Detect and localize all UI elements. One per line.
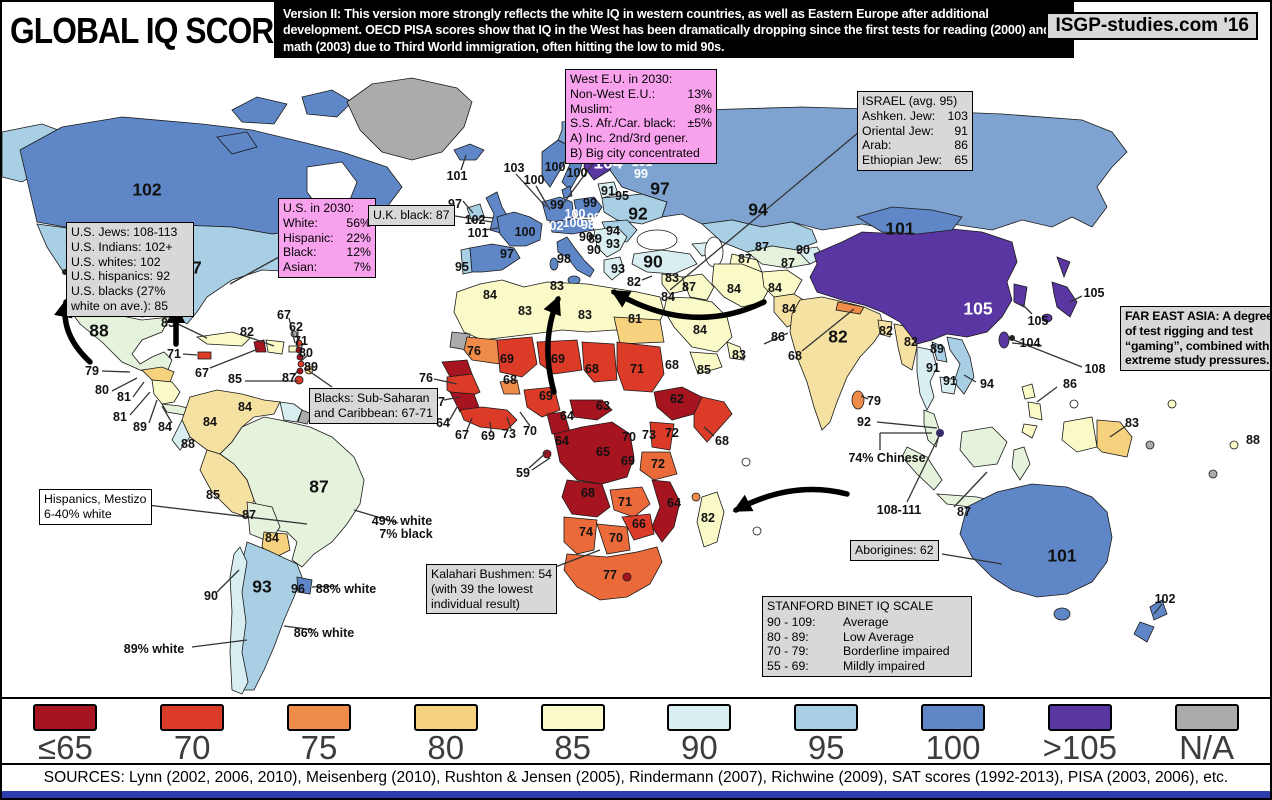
leader-lines-layer	[54, 131, 1163, 648]
region-drc	[553, 421, 635, 485]
legend-swatch	[667, 704, 732, 731]
region-greenland	[346, 77, 473, 161]
region-mauritania	[463, 336, 501, 365]
region-new-zealand	[1149, 599, 1168, 621]
legend-item: 100	[890, 699, 1017, 766]
region-madagascar	[696, 491, 725, 548]
region-egypt	[613, 316, 665, 345]
region-uruguay	[296, 576, 313, 595]
region-oceania	[741, 383, 1239, 643]
region-taiwan	[998, 331, 1010, 349]
legend-item: 85	[509, 699, 636, 766]
region-nepal	[835, 301, 865, 315]
legend-swatch	[413, 704, 478, 731]
legend-swatch	[160, 704, 225, 731]
legend-label: 95	[807, 729, 845, 766]
legend-item: 90	[636, 699, 763, 766]
region-png	[1096, 419, 1133, 458]
legend-item: ≤65	[2, 699, 129, 766]
region-somalia	[693, 396, 733, 443]
legend-label: 90	[681, 729, 718, 766]
legend-item: 95	[763, 699, 890, 766]
legend-label: 85	[554, 729, 591, 766]
legend-swatch	[286, 704, 351, 731]
region-korea	[1013, 283, 1028, 308]
region-turkey	[631, 249, 698, 275]
region-sri-lanka	[851, 390, 865, 410]
region-spain	[469, 243, 521, 273]
site-badge: ISGP-studies.com '16	[1046, 12, 1258, 40]
region-france	[496, 211, 543, 247]
legend-swatch	[794, 704, 859, 731]
legend-label: 100	[925, 729, 981, 766]
singapore-dot	[936, 429, 944, 437]
region-russia-asia	[557, 106, 1128, 448]
legend-swatch	[920, 704, 985, 731]
region-saudi-arabia	[663, 296, 733, 353]
world-map-svg	[2, 77, 1239, 695]
region-thailand	[916, 346, 938, 411]
region-japan	[1051, 281, 1078, 318]
legend-label: ≤65	[37, 729, 93, 766]
region-argentina	[237, 541, 303, 691]
legend-label: 80	[427, 729, 465, 766]
legend-label: N/A	[1179, 729, 1235, 766]
legend-item: N/A	[1143, 699, 1270, 766]
region-chile	[229, 546, 249, 695]
sources-line: SOURCES: Lynn (2002, 2006, 2010), Meisen…	[2, 765, 1270, 791]
legend: ≤65 70 75 80 85 90 95 100 >105 N/A	[2, 697, 1270, 765]
region-mongolia	[856, 206, 963, 235]
legend-label: 75	[300, 729, 338, 766]
region-south-africa	[563, 546, 663, 601]
legend-label: 70	[173, 729, 211, 766]
legend-item: 80	[382, 699, 509, 766]
region-north-america	[2, 77, 473, 325]
region-india	[789, 296, 885, 431]
page-title: GLOBAL IQ SCORES	[10, 10, 315, 51]
world-map	[2, 64, 1270, 697]
legend-item: 70	[129, 699, 256, 766]
header: GLOBAL IQ SCORES Version II: This versio…	[2, 2, 1270, 64]
region-australia	[959, 483, 1113, 598]
legend-label: >105	[1042, 729, 1117, 766]
region-europe	[453, 139, 668, 285]
region-vietnam	[946, 336, 975, 395]
sources-text: SOURCES: Lynn (2002, 2006, 2010), Meisen…	[43, 769, 1229, 786]
region-borneo	[959, 426, 1008, 468]
region-angola	[561, 479, 611, 518]
region-cuba	[195, 331, 251, 347]
region-south-america	[171, 389, 365, 695]
legend-swatch	[1047, 704, 1112, 731]
region-italy	[556, 236, 595, 278]
hawaii-dot	[62, 269, 68, 275]
region-sudan	[616, 341, 665, 393]
legend-swatch	[33, 704, 98, 731]
bottom-bar	[2, 791, 1270, 798]
legend-item: 75	[256, 699, 383, 766]
region-mexico	[63, 301, 173, 375]
region-kazakhstan	[701, 219, 818, 253]
hong-kong-dot	[1009, 335, 1015, 341]
legend-swatch	[540, 704, 605, 731]
legend-swatch	[1174, 704, 1239, 731]
version-notice: Version II: This version more strongly r…	[274, 2, 1074, 58]
legend-item: >105	[1016, 699, 1143, 766]
